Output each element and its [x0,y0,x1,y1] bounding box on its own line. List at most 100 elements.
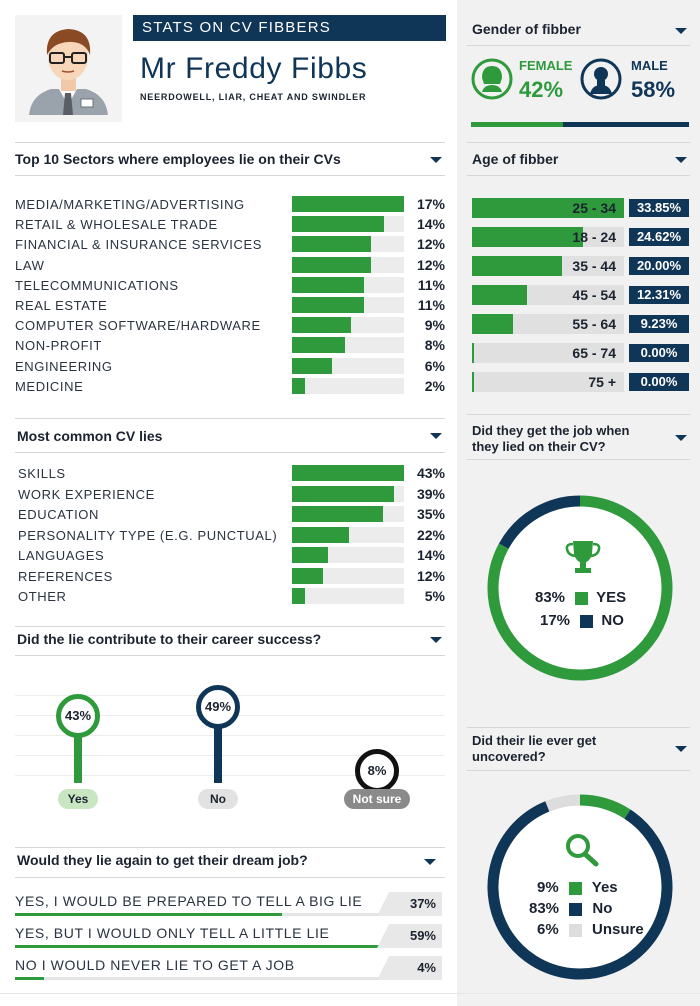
bar-track [292,485,404,502]
job-title-line1: Did they get the job when [472,423,630,438]
bar-label: WORK EXPERIENCE [18,486,155,502]
age-value-badge: 24.62% [629,228,689,246]
donut-slice-yes [579,794,631,819]
bar-value: 2% [424,377,445,394]
lies-chart: SKILLS 43% WORK EXPERIENCE 39% EDUCATION 35% P… [15,465,445,607]
again-label: YES, I WOULD BE PREPARED TO TELL A BIG L… [15,893,363,909]
chevron-down-icon[interactable] [675,746,687,752]
bar [292,377,306,394]
again-chart: YES, I WOULD BE PREPARED TO TELL A BIG L… [15,890,445,990]
age-chart: 25 - 34 33.85% 18 - 24 24.62% 35 - 44 20.00% 4… [472,198,690,394]
pin-value: 43% [64,708,92,724]
age-bar-track: 25 - 34 [472,198,624,218]
bar-track [292,256,404,273]
bar-label: RETAIL & WHOLESALE TRADE [15,217,218,233]
bar-label: COMPUTER SOFTWARE/HARDWARE [15,318,261,334]
gridline [15,775,445,776]
trophy-icon [565,538,601,576]
again-value: 37% [377,892,442,916]
gender-title: Gender of fibber [472,21,581,37]
bar [292,216,385,233]
job-donut-chart [487,495,673,681]
bar-track [292,297,404,313]
bar-value: 43% [416,465,445,481]
sectors-title: Top 10 Sectors where employees lie on th… [15,151,341,167]
age-value-badge: 0.00% [629,373,689,391]
job-legend-no: 17% NO [540,612,624,629]
female-icon [471,58,513,100]
chevron-down-icon[interactable] [675,435,687,441]
divider [15,877,445,878]
bar-label: SKILLS [18,466,66,481]
legend-swatch-yes [568,881,582,895]
again-label: NO I WOULD NEVER LIE TO GET A JOB [15,957,295,973]
age-value-badge: 33.85% [629,199,689,217]
bar-track [292,377,404,394]
divider [467,770,690,771]
bar [292,196,404,212]
age-value-badge: 20.00% [629,257,689,275]
chevron-down-icon[interactable] [430,157,442,163]
age-bar-track: 75 + [472,372,624,392]
gridline [15,755,445,756]
job-title-line2: they lied on their CV? [472,439,606,454]
bar [292,526,350,543]
uncovered-title-line2: uncovered? [472,749,546,764]
avatar [15,15,122,122]
legend-swatch-no [580,614,594,628]
bar [292,465,404,481]
uncovered-yes-value: 9% [537,879,559,896]
chevron-down-icon[interactable] [675,157,687,163]
uncovered-unsure-label: Unsure [592,921,644,938]
job-legend-yes: 83% YES [535,589,626,606]
again-bar [15,913,282,916]
success-chart: 43% Yes 49% No 8% Not sure [15,665,445,825]
chevron-down-icon[interactable] [675,28,687,34]
bar-track [292,465,404,481]
bar-track [292,337,404,354]
bar [292,297,365,313]
bar [292,236,372,253]
bar [292,547,329,563]
chevron-down-icon[interactable] [424,859,436,865]
age-bar-track: 65 - 74 [472,343,624,363]
pin-category: Yes [58,789,98,809]
uncovered-title-line1: Did their lie ever get [472,733,597,748]
uncovered-legend-no: 83% No [529,900,612,917]
chevron-down-icon[interactable] [430,433,442,439]
uncovered-unsure-value: 6% [537,921,559,938]
bar-value: 8% [424,337,445,354]
bar [292,357,332,374]
again-bar [15,945,440,948]
pin-value: 49% [204,699,232,714]
age-label: 35 - 44 [572,258,616,274]
bar-track [292,196,404,212]
bar-track [292,547,404,563]
pin-head [355,748,399,793]
bar-track [292,567,404,584]
chevron-down-icon[interactable] [430,637,442,643]
again-value: 4% [377,956,442,980]
male-icon [580,58,622,100]
divider [15,452,445,453]
job-yes-value: 83% [535,589,566,606]
again-bar [15,977,44,980]
bar [292,337,345,354]
age-bar-track: 35 - 44 [472,256,624,276]
age-label: 75 + [588,374,616,390]
magnifier-icon [563,832,601,868]
donut-slice-unsure [545,794,581,812]
age-bar [472,256,562,276]
pin-stem [214,707,222,783]
uncovered-legend-unsure: 6% Unsure [537,921,644,938]
bar [292,317,352,334]
age-bar [472,372,474,392]
female-value: 42% [519,77,564,102]
divider [15,655,445,656]
bar-value: 12% [416,567,445,584]
bar [292,506,384,522]
bar-value: 22% [416,526,445,543]
gridline [15,735,445,736]
age-label: 45 - 54 [572,287,616,303]
donut-slice-no [487,801,673,980]
